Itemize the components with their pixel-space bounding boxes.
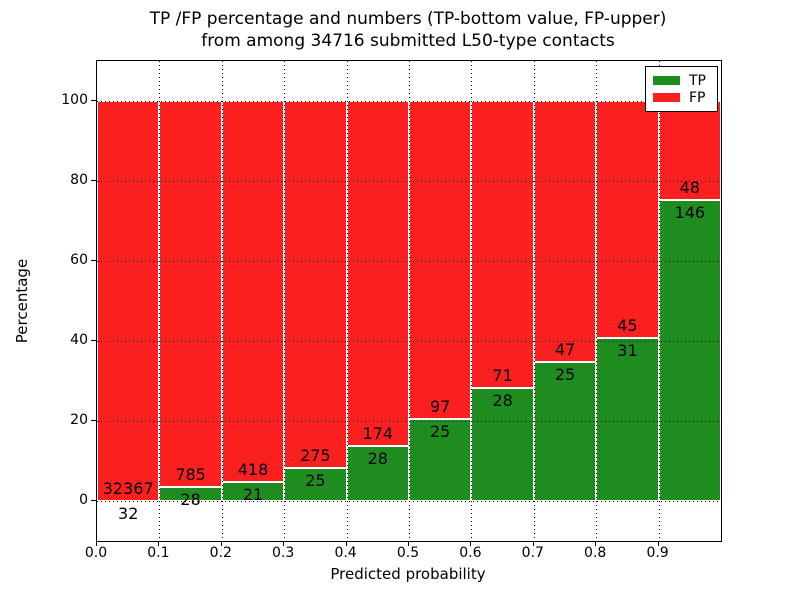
x-gridline (284, 61, 286, 541)
y-tick-label: 100 (61, 92, 88, 108)
x-tick-mark (470, 541, 472, 546)
fp-swatch-icon (653, 93, 680, 102)
y-tick-mark (91, 420, 96, 421)
x-gridline (533, 61, 535, 541)
x-gridline (409, 61, 410, 541)
y-tick-mark (91, 180, 96, 181)
x-gridline (471, 61, 473, 541)
legend-label-fp: FP (689, 89, 706, 106)
fp-bar-segment (533, 101, 597, 363)
fp-count-label: 71 (492, 365, 513, 385)
x-tick-label: 0.5 (396, 545, 420, 561)
y-tick-label: 40 (70, 332, 88, 348)
fp-bar-segment (658, 101, 721, 200)
chart-title: TP /FP percentage and numbers (TP-bottom… (96, 8, 720, 52)
x-axis-label: Predicted probability (330, 565, 486, 583)
tp-bar-segment (471, 387, 534, 501)
legend-label-tp: TP (689, 72, 706, 89)
tp-count-label: 28 (180, 490, 201, 510)
y-tick-label: 0 (79, 492, 88, 508)
tp-count-label: 21 (242, 484, 264, 504)
fp-count-label: 97 (430, 397, 451, 417)
tp-bar-segment (658, 199, 721, 501)
tp-swatch-icon (653, 76, 680, 85)
fp-bar-segment (284, 101, 347, 468)
y-tick-mark (91, 100, 96, 101)
y-tick-mark (91, 500, 96, 501)
plot-area: 32367 32 785 28 418 21 275 25 174 28 97 25 71 28 47 25 4… (96, 60, 722, 542)
x-tick-label: 0.1 (147, 545, 170, 561)
x-tick-label: 0.4 (334, 545, 357, 561)
tp-bar-segment (284, 467, 347, 501)
fp-count-label: 418 (237, 459, 269, 479)
fp-count-label: 32367 (102, 478, 154, 498)
x-tick-label: 0.6 (459, 545, 482, 561)
fp-bar-segment (346, 101, 409, 446)
tp-count-label: 25 (554, 365, 576, 385)
tp-count-label: 28 (492, 390, 513, 410)
x-tick-mark (283, 541, 285, 546)
tp-count-label: 25 (430, 422, 451, 442)
x-tick-mark (408, 541, 409, 546)
x-tick-mark (345, 541, 347, 546)
x-tick-label: 0.7 (521, 545, 544, 561)
fp-count-label: 275 (300, 445, 331, 465)
tp-count-label: 25 (305, 470, 326, 490)
chart-title-line2: from among 34716 submitted L50-type cont… (201, 31, 615, 51)
x-tick-mark (158, 541, 160, 546)
x-tick-mark (96, 541, 97, 546)
x-tick-mark (220, 541, 222, 546)
x-gridline (596, 61, 598, 541)
y-tick-label: 60 (70, 252, 88, 268)
tp-count-label: 28 (367, 448, 388, 468)
y-tick-label: 20 (70, 412, 88, 428)
x-tick-mark (595, 541, 597, 546)
fp-bar-segment (221, 101, 285, 482)
x-gridline (159, 61, 161, 541)
x-gridline (658, 61, 660, 541)
x-gridline (346, 61, 348, 541)
tp-bar-segment (596, 337, 659, 501)
legend-item-fp: FP (653, 89, 710, 106)
tp-count-label: 31 (617, 340, 638, 360)
fp-bar-segment (97, 101, 160, 501)
fp-count-label: 785 (175, 465, 206, 485)
fp-count-label: 47 (554, 340, 576, 360)
legend: TP FP (645, 66, 718, 112)
tp-bar-segment (409, 419, 472, 501)
y-axis-label: Percentage (13, 258, 31, 344)
fp-bar-segment (159, 101, 222, 488)
fp-count-label: 174 (362, 423, 394, 443)
x-tick-label: 0.8 (584, 545, 607, 561)
y-tick-mark (91, 340, 96, 341)
x-gridline (221, 61, 223, 541)
x-tick-label: 0.3 (272, 545, 295, 561)
fp-count-label: 48 (679, 177, 700, 197)
legend-item-tp: TP (653, 72, 710, 89)
tp-count-label: 32 (118, 503, 139, 523)
x-tick-label: 0.9 (646, 545, 669, 561)
x-tick-mark (657, 541, 659, 546)
x-tick-label: 0.0 (84, 545, 108, 561)
tp-count-label: 146 (674, 202, 706, 222)
y-tick-mark (91, 260, 96, 261)
chart-title-line1: TP /FP percentage and numbers (TP-bottom… (149, 9, 667, 29)
tp-bar-segment (346, 445, 409, 501)
x-tick-label: 0.2 (209, 545, 232, 561)
y-tick-label: 80 (70, 172, 88, 188)
fp-count-label: 45 (617, 315, 638, 335)
x-tick-mark (532, 541, 534, 546)
